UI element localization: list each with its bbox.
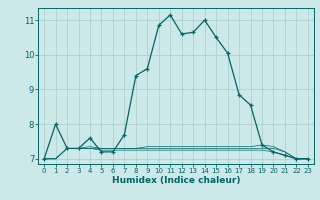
X-axis label: Humidex (Indice chaleur): Humidex (Indice chaleur) xyxy=(112,176,240,185)
